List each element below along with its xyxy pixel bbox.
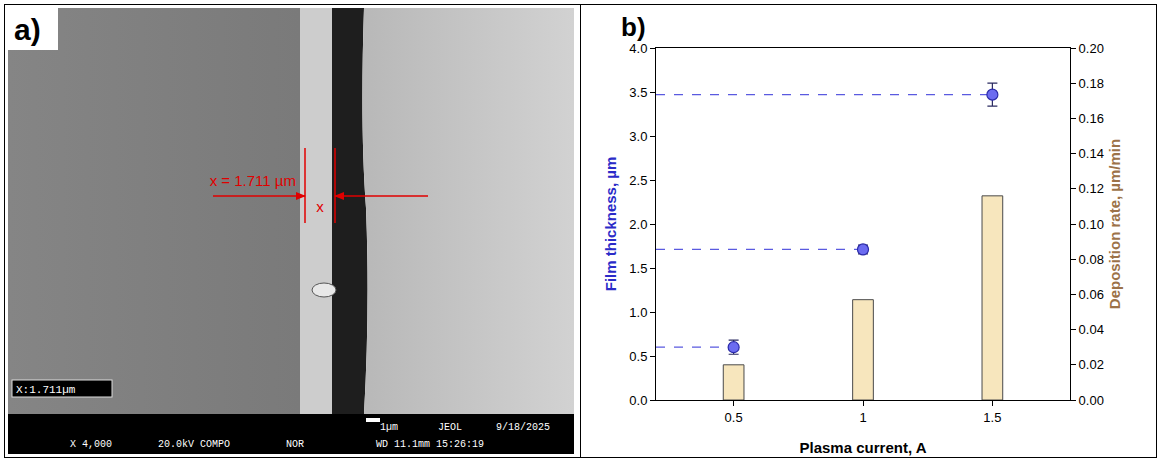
svg-text:0.00: 0.00 bbox=[1079, 393, 1104, 408]
svg-text:1µm: 1µm bbox=[380, 422, 398, 433]
svg-text:WD 11.1mm 15:26:19: WD 11.1mm 15:26:19 bbox=[376, 439, 484, 450]
svg-text:2.0: 2.0 bbox=[629, 217, 647, 232]
svg-text:X 4,000: X 4,000 bbox=[70, 439, 112, 450]
svg-text:1.5: 1.5 bbox=[983, 410, 1001, 425]
svg-text:0.0: 0.0 bbox=[629, 393, 647, 408]
svg-text:1.5: 1.5 bbox=[629, 261, 647, 276]
svg-text:1.0: 1.0 bbox=[629, 305, 647, 320]
svg-text:2.5: 2.5 bbox=[629, 173, 647, 188]
svg-text:0.5: 0.5 bbox=[629, 349, 647, 364]
svg-text:0.02: 0.02 bbox=[1079, 357, 1104, 372]
svg-text:Plasma current, A: Plasma current, A bbox=[800, 439, 927, 456]
svg-text:JEOL: JEOL bbox=[438, 422, 462, 433]
svg-text:0.14: 0.14 bbox=[1079, 146, 1104, 161]
svg-text:a): a) bbox=[14, 13, 41, 46]
svg-text:20.0kV COMPO: 20.0kV COMPO bbox=[158, 439, 230, 450]
svg-text:9/18/2025: 9/18/2025 bbox=[496, 422, 550, 433]
svg-text:0.20: 0.20 bbox=[1079, 41, 1104, 56]
svg-text:3.5: 3.5 bbox=[629, 85, 647, 100]
svg-text:0.06: 0.06 bbox=[1079, 287, 1104, 302]
svg-text:0.04: 0.04 bbox=[1079, 322, 1104, 337]
svg-text:Film thickness, µm: Film thickness, µm bbox=[602, 157, 619, 292]
svg-text:0.16: 0.16 bbox=[1079, 111, 1104, 126]
svg-text:0.5: 0.5 bbox=[725, 410, 743, 425]
svg-text:0.10: 0.10 bbox=[1079, 217, 1104, 232]
svg-text:X:1.711µm: X:1.711µm bbox=[16, 384, 76, 396]
svg-text:0.12: 0.12 bbox=[1079, 181, 1104, 196]
svg-text:1: 1 bbox=[859, 410, 866, 425]
svg-text:x = 1.711 µm: x = 1.711 µm bbox=[210, 172, 296, 189]
svg-text:0.18: 0.18 bbox=[1079, 76, 1104, 91]
svg-text:x: x bbox=[316, 198, 324, 215]
svg-text:Deposition rate, µm/min: Deposition rate, µm/min bbox=[1106, 139, 1123, 309]
svg-text:b): b) bbox=[621, 12, 646, 42]
svg-text:4.0: 4.0 bbox=[629, 41, 647, 56]
svg-text:0.08: 0.08 bbox=[1079, 252, 1104, 267]
svg-text:NOR: NOR bbox=[286, 439, 304, 450]
svg-text:3.0: 3.0 bbox=[629, 129, 647, 144]
